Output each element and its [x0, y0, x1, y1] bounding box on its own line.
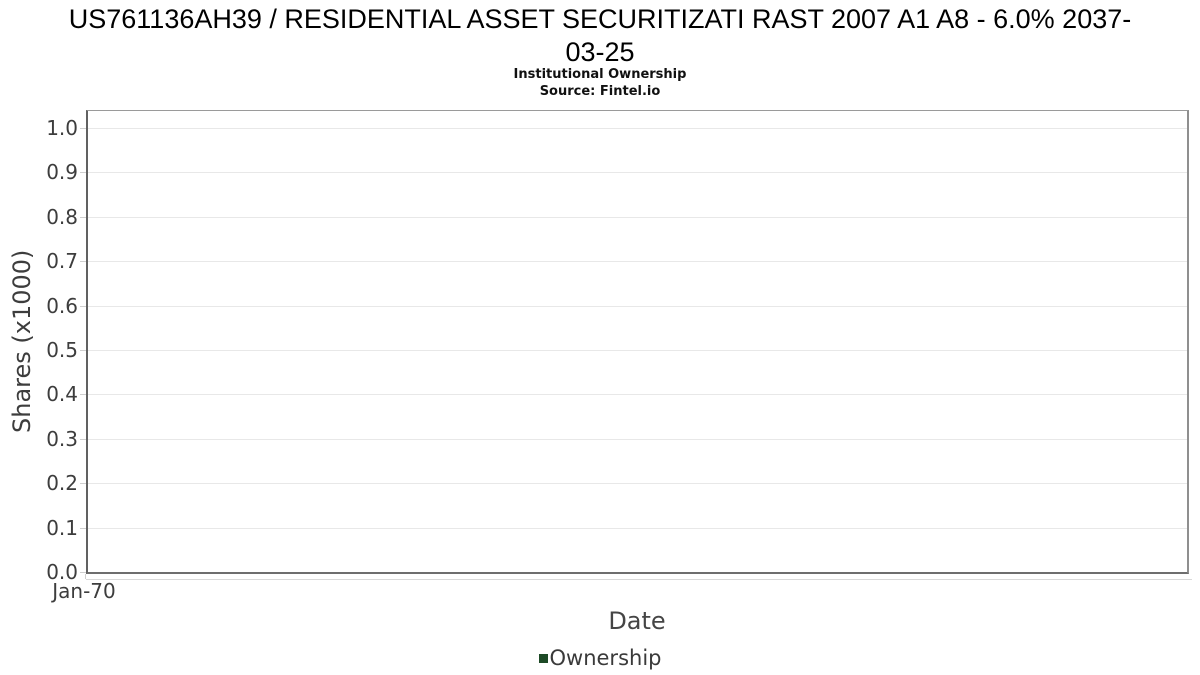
chart-title-line1: US761136AH39 / RESIDENTIAL ASSET SECURIT… — [68, 4, 1132, 34]
y-tick-mark — [80, 350, 86, 351]
y-tick-label: 0.7 — [46, 249, 78, 273]
y-tick-mark — [80, 306, 86, 307]
x-tick-label: Jan-70 — [52, 579, 116, 603]
y-tick-mark — [80, 394, 86, 395]
y-tick-label: 0.6 — [46, 294, 78, 318]
legend-marker-ownership — [538, 653, 548, 663]
y-tick-mark — [80, 128, 86, 129]
legend-item-ownership[interactable]: Ownership — [0, 645, 1200, 671]
y-tick-mark — [80, 572, 86, 573]
chart-title-line2: 03-25 — [565, 37, 635, 67]
y-tick-label: 0.4 — [46, 382, 78, 406]
y-tick-mark — [80, 483, 86, 484]
y-tick-label: 0.3 — [46, 427, 78, 451]
plot-area — [86, 110, 1189, 574]
y-tick-label: 0.0 — [46, 560, 78, 584]
y-tick-label: 0.1 — [46, 516, 78, 540]
chart-subtitle: Institutional Ownership — [513, 67, 687, 82]
x-axis-title: Date — [608, 607, 666, 635]
y-tick-label: 1.0 — [46, 116, 78, 140]
gridline — [88, 172, 1187, 173]
y-tick-mark — [80, 172, 86, 173]
y-tick-label: 0.5 — [46, 338, 78, 362]
y-tick-mark — [80, 439, 86, 440]
gridline — [88, 483, 1187, 484]
chart-source-credit: Source: Fintel.io — [539, 84, 661, 99]
y-tick-mark — [80, 261, 86, 262]
x-tick-mark — [85, 574, 86, 579]
gridline — [88, 528, 1187, 529]
y-tick-label: 0.2 — [46, 471, 78, 495]
gridline — [88, 394, 1187, 395]
gridline — [88, 128, 1187, 129]
gridline — [88, 439, 1187, 440]
gridline — [88, 217, 1187, 218]
legend-label-ownership: Ownership — [549, 646, 662, 670]
y-tick-mark — [80, 528, 86, 529]
x-axis-tick-underline — [86, 579, 1192, 580]
y-tick-label: 0.9 — [46, 160, 78, 184]
gridline — [88, 306, 1187, 307]
gridline — [88, 261, 1187, 262]
gridline — [88, 350, 1187, 351]
y-tick-label: 0.8 — [46, 205, 78, 229]
y-tick-mark — [80, 217, 86, 218]
